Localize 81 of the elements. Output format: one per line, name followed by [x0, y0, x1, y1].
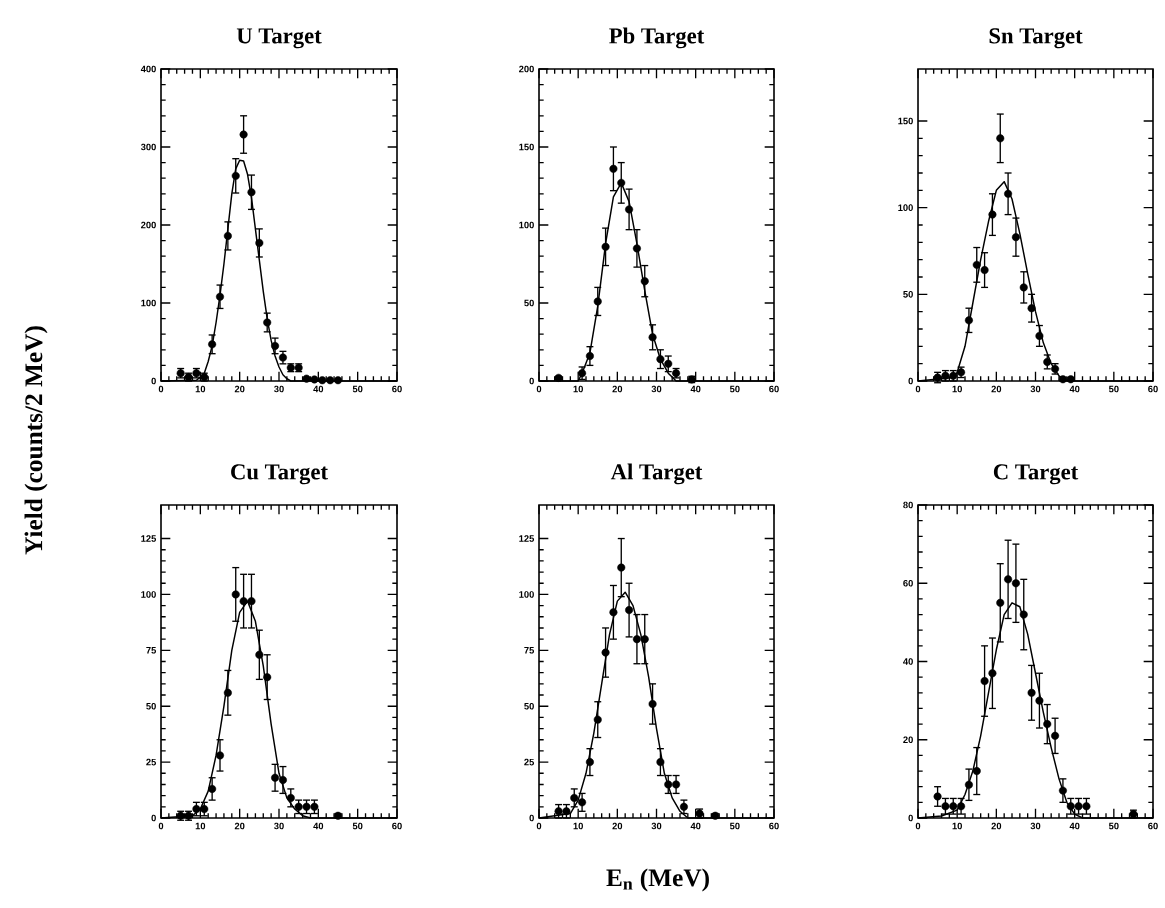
x-tick-label: 40 [313, 385, 324, 393]
x-tick-label: 40 [690, 822, 701, 830]
x-tick-label: 20 [234, 822, 245, 830]
y-axis-title: Yield (counts/2 MeV) [24, 326, 48, 555]
x-tick-label: 30 [1030, 822, 1041, 830]
y-tick-label: 75 [524, 647, 535, 654]
x-tick-label: 40 [313, 822, 324, 830]
y-tick-label: 100 [141, 299, 156, 307]
x-tick-label: 0 [158, 822, 164, 830]
x-tick-label: 0 [915, 385, 921, 393]
y-tick-label: 200 [519, 65, 534, 73]
x-tick-label: 50 [352, 822, 363, 830]
x-tick-label: 50 [352, 385, 363, 393]
x-tick-label: 30 [651, 822, 662, 830]
chart-title: Sn Target [989, 28, 1083, 49]
y-tick-label: 0 [151, 814, 156, 822]
x-tick-label: 20 [234, 385, 245, 393]
x-tick-label: 10 [573, 385, 583, 393]
y-tick-label: 125 [519, 535, 535, 542]
x-tick-label: 40 [690, 385, 701, 393]
x-tick-label: 50 [1108, 385, 1119, 393]
y-tick-label: 25 [524, 758, 535, 766]
x-tick-label: 60 [769, 822, 779, 830]
x-tick-label: 40 [1069, 822, 1080, 830]
y-tick-label: 0 [908, 814, 913, 822]
y-tick-label: 100 [519, 591, 534, 598]
x-tick-label: 30 [274, 385, 284, 393]
x-tick-label: 20 [991, 385, 1002, 393]
x-tick-label: 0 [536, 385, 542, 393]
y-tick-label: 0 [529, 814, 534, 822]
y-tick-label: 400 [140, 65, 156, 73]
chart-title: U Target [236, 28, 322, 49]
x-tick-label: 0 [915, 822, 921, 830]
x-tick-label: 0 [158, 385, 164, 393]
x-tick-label: 30 [1030, 385, 1041, 393]
y-tick-label: 60 [903, 579, 913, 587]
y-tick-label: 0 [529, 377, 534, 385]
chart-title: C Target [993, 464, 1079, 485]
x-tick-label: 60 [769, 385, 779, 393]
x-tick-label: 50 [729, 385, 740, 393]
y-tick-label: 300 [140, 143, 156, 151]
y-tick-label: 50 [903, 291, 913, 298]
x-tick-label: 60 [392, 822, 402, 830]
y-tick-label: 0 [151, 377, 156, 385]
x-tick-label: 10 [952, 822, 962, 830]
x-tick-label: 50 [1108, 822, 1119, 830]
x-tick-label: 10 [952, 385, 962, 393]
x-tick-label: 30 [274, 822, 284, 830]
x-tick-label: 40 [1069, 385, 1080, 393]
x-tick-label: 10 [195, 385, 206, 393]
y-tick-label: 125 [141, 535, 157, 542]
x-axis-title: E$_{n}$ (MeV) [606, 868, 709, 892]
y-tick-label: 40 [903, 658, 913, 665]
y-tick-label: 100 [898, 204, 913, 211]
x-tick-label: 10 [573, 822, 583, 830]
y-tick-label: 100 [519, 221, 534, 229]
y-tick-label: 25 [146, 758, 157, 766]
y-tick-label: 0 [908, 377, 913, 385]
x-tick-label: 20 [991, 822, 1002, 830]
y-tick-label: 150 [519, 143, 534, 151]
x-tick-label: 60 [1148, 385, 1158, 393]
x-tick-label: 60 [1148, 822, 1158, 830]
y-tick-label: 100 [141, 591, 156, 598]
x-tick-label: 50 [729, 822, 740, 830]
y-tick-label: 80 [903, 501, 913, 509]
y-tick-label: 50 [146, 702, 156, 710]
y-tick-label: 200 [141, 221, 156, 229]
x-tick-label: 0 [536, 822, 542, 830]
y-tick-label: 75 [146, 647, 157, 654]
x-tick-label: 20 [612, 822, 623, 830]
x-tick-label: 60 [392, 385, 402, 393]
y-tick-label: 20 [903, 736, 913, 744]
chart-title: Al Target [610, 463, 703, 485]
x-tick-label: 20 [612, 385, 623, 393]
chart-title: Cu Target [231, 464, 328, 485]
y-tick-label: 150 [898, 117, 913, 125]
y-tick-label: 50 [524, 299, 534, 307]
y-tick-label: 50 [524, 702, 534, 710]
x-tick-label: 10 [195, 822, 206, 830]
x-tick-label: 30 [651, 385, 662, 393]
chart-title: Pb Target [609, 27, 705, 49]
